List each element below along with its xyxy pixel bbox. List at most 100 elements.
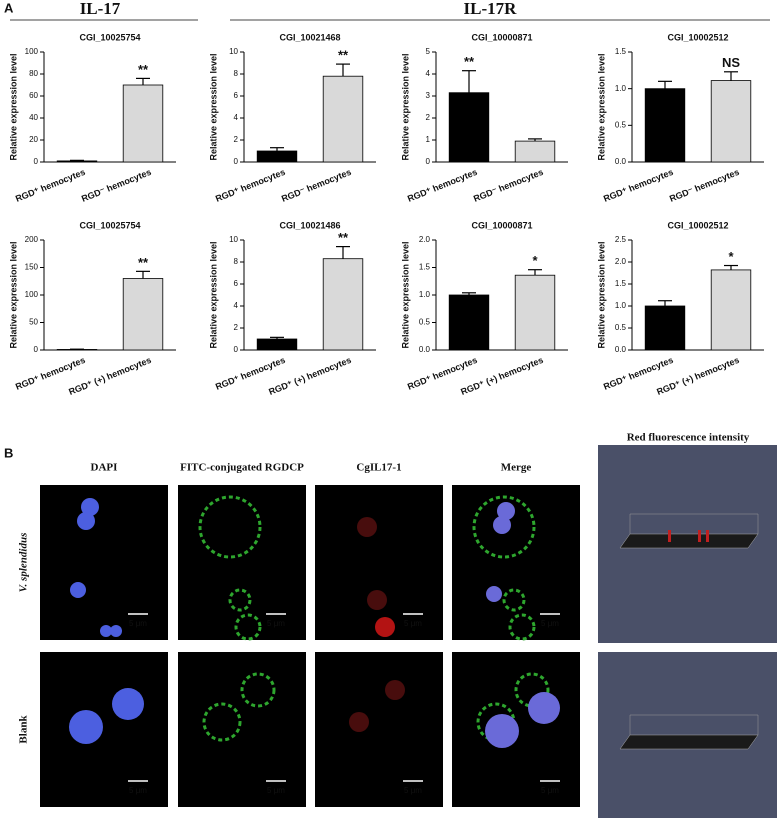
red-signal [357, 517, 377, 537]
intensity-plot [598, 445, 777, 643]
micrograph-background [315, 652, 443, 807]
micrograph: 5 μm [178, 652, 306, 807]
bar [122, 278, 164, 351]
intensity-peak [706, 530, 709, 542]
scale-bar-label: 5 μm [541, 619, 559, 628]
chart-title: CGI_10021486 [279, 220, 340, 230]
significance-label: ** [138, 255, 149, 270]
y-tick-label: 1.0 [615, 84, 627, 93]
y-tick-label: 8 [234, 69, 239, 78]
error-bar [724, 71, 738, 81]
error-bar [270, 336, 284, 339]
cell-membrane [228, 588, 252, 612]
micrograph: 5 μm [40, 652, 168, 807]
x-tick-label: RGD⁻ hemocytes [280, 167, 353, 204]
nucleus [81, 498, 99, 516]
micrograph-background [178, 652, 306, 807]
group-label: IL-17 [80, 0, 121, 18]
error-bar [658, 300, 672, 306]
y-tick-label: 40 [29, 113, 38, 122]
micrograph: 5 μm [452, 652, 580, 807]
cell-membrane [472, 495, 536, 559]
y-tick-label: 0 [234, 157, 239, 166]
y-axis-label: Relative expression level [400, 241, 410, 348]
red-signal [367, 590, 387, 610]
intensity-surface [619, 533, 759, 549]
y-tick-label: 6 [234, 279, 239, 288]
intensity-surface [619, 734, 759, 750]
micrograph: 5 μm [40, 485, 168, 640]
nucleus [112, 688, 144, 720]
intensity-box [629, 513, 759, 534]
y-axis-label: Relative expression level [400, 53, 410, 160]
bar [514, 274, 556, 351]
micrograph: 5 μm [315, 485, 443, 640]
row-label: V. splendidus [18, 533, 30, 593]
error-bar [724, 264, 738, 270]
y-axis-label: Relative expression level [208, 53, 218, 160]
y-tick-label: 20 [29, 135, 38, 144]
nucleus [69, 710, 103, 744]
nucleus [77, 512, 95, 530]
scale-bar-label: 5 μm [541, 786, 559, 795]
row-label: Blank [18, 715, 30, 744]
y-tick-label: 4 [234, 113, 239, 122]
y-tick-label: 4 [426, 69, 431, 78]
significance-label: * [728, 249, 734, 264]
bar [710, 269, 752, 351]
y-tick-label: 0.5 [419, 318, 431, 327]
panel-label: B [4, 445, 13, 460]
chart-title: CGI_10025754 [79, 32, 140, 42]
y-tick-label: 80 [29, 69, 38, 78]
x-tick-label: RGD⁺ hemocytes [214, 167, 287, 204]
bar [514, 140, 556, 163]
y-axis-label: Relative expression level [208, 241, 218, 348]
x-tick-label: RGD⁺ hemocytes [406, 167, 479, 204]
y-tick-label: 1.0 [419, 290, 431, 299]
significance-label: * [532, 253, 538, 268]
error-bar [462, 292, 476, 295]
nucleus [497, 502, 515, 520]
intensity-title: Red fluorescence intensity [627, 432, 750, 444]
significance-label: ** [338, 230, 349, 245]
error-bar [658, 80, 672, 89]
y-tick-label: 10 [229, 47, 238, 56]
y-tick-label: 1.5 [615, 279, 627, 288]
y-tick-label: 10 [229, 235, 238, 244]
bar [322, 75, 364, 163]
y-tick-label: 6 [234, 91, 239, 100]
y-tick-label: 2.0 [419, 235, 431, 244]
y-tick-label: 3 [426, 91, 431, 100]
y-tick-label: 0 [34, 157, 39, 166]
cell-membrane [508, 613, 536, 641]
intensity-plot [598, 652, 777, 818]
cell-membrane [502, 588, 526, 612]
micrograph: 5 μm [315, 652, 443, 807]
bar [256, 150, 298, 163]
x-tick-label: RGD⁺ hemocytes [14, 167, 87, 204]
error-bar [528, 269, 542, 276]
cell-membrane [198, 495, 262, 559]
nucleus [485, 714, 519, 748]
chart-title: CGI_10002512 [667, 32, 728, 42]
y-axis-label: Relative expression level [8, 241, 18, 348]
y-tick-label: 5 [426, 47, 431, 56]
error-bar [270, 147, 284, 151]
y-tick-label: 2.0 [615, 257, 627, 266]
y-tick-label: 0 [426, 157, 431, 166]
bar [256, 338, 298, 351]
scale-bar-label: 5 μm [267, 619, 285, 628]
micrograph-background [40, 652, 168, 807]
y-tick-label: 1.0 [615, 301, 627, 310]
y-tick-label: 150 [25, 263, 39, 272]
y-tick-label: 100 [25, 290, 39, 299]
panel-label: A [4, 0, 14, 15]
column-header: Merge [501, 462, 532, 474]
bar [448, 294, 490, 351]
nucleus [110, 625, 122, 637]
y-axis-label: Relative expression level [596, 53, 606, 160]
micrograph-background [40, 485, 168, 640]
micrograph: 5 μm [178, 485, 306, 641]
bar [122, 84, 164, 163]
